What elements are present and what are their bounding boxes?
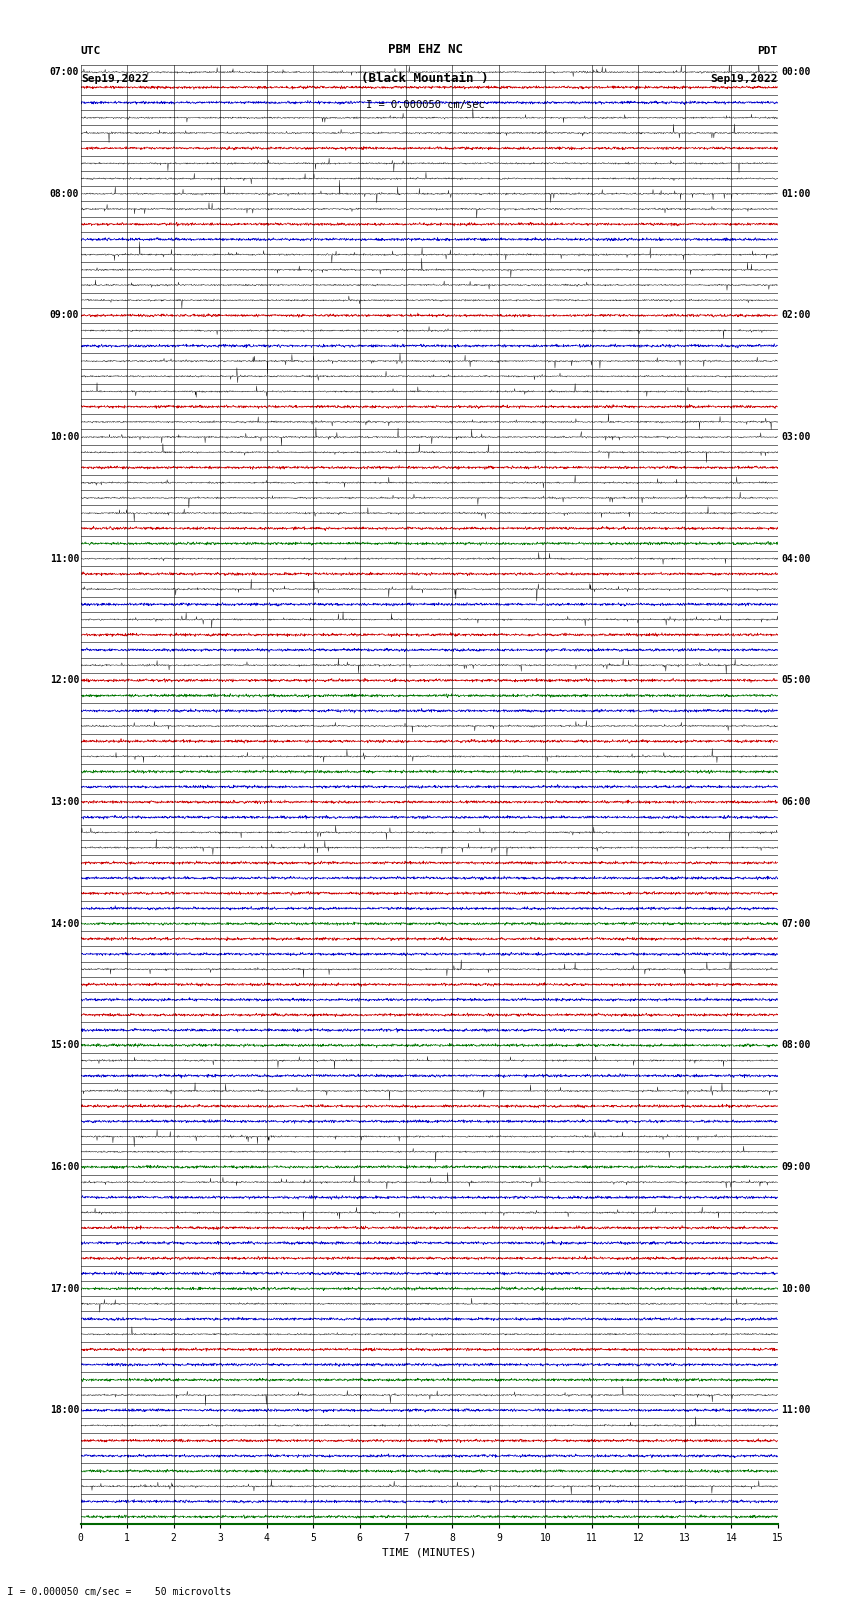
Text: 15:00: 15:00 <box>49 1040 79 1050</box>
Text: 09:00: 09:00 <box>781 1161 811 1173</box>
Text: 03:00: 03:00 <box>781 432 811 442</box>
Text: 08:00: 08:00 <box>49 189 79 198</box>
Text: 11:00: 11:00 <box>781 1405 811 1415</box>
Text: PBM EHZ NC: PBM EHZ NC <box>388 44 462 56</box>
Text: 11:00: 11:00 <box>49 553 79 563</box>
Text: 05:00: 05:00 <box>781 676 811 686</box>
Text: 10:00: 10:00 <box>49 432 79 442</box>
Text: UTC: UTC <box>81 47 101 56</box>
Text: 13:00: 13:00 <box>49 797 79 806</box>
Text: 17:00: 17:00 <box>49 1284 79 1294</box>
Text: 18:00: 18:00 <box>49 1405 79 1415</box>
Text: 07:00: 07:00 <box>49 68 79 77</box>
Text: PDT: PDT <box>757 47 778 56</box>
Text: I = 0.000050 cm/sec: I = 0.000050 cm/sec <box>366 100 484 110</box>
Text: 06:00: 06:00 <box>781 797 811 806</box>
Text: 09:00: 09:00 <box>49 310 79 321</box>
Text: 02:00: 02:00 <box>781 310 811 321</box>
X-axis label: TIME (MINUTES): TIME (MINUTES) <box>382 1547 477 1558</box>
Text: 12:00: 12:00 <box>49 676 79 686</box>
Text: 10:00: 10:00 <box>781 1284 811 1294</box>
Text: 16:00: 16:00 <box>49 1161 79 1173</box>
Text: Sep19,2022: Sep19,2022 <box>81 74 148 84</box>
Text: (Black Mountain ): (Black Mountain ) <box>361 73 489 85</box>
Text: 08:00: 08:00 <box>781 1040 811 1050</box>
Text: 07:00: 07:00 <box>781 919 811 929</box>
Text: 04:00: 04:00 <box>781 553 811 563</box>
Text: Sep19,2022: Sep19,2022 <box>711 74 778 84</box>
Text: = 0.000050 cm/sec =    50 microvolts: = 0.000050 cm/sec = 50 microvolts <box>8 1587 232 1597</box>
Text: 01:00: 01:00 <box>781 189 811 198</box>
Text: 14:00: 14:00 <box>49 919 79 929</box>
Text: I: I <box>7 1587 14 1597</box>
Text: 00:00: 00:00 <box>781 68 811 77</box>
